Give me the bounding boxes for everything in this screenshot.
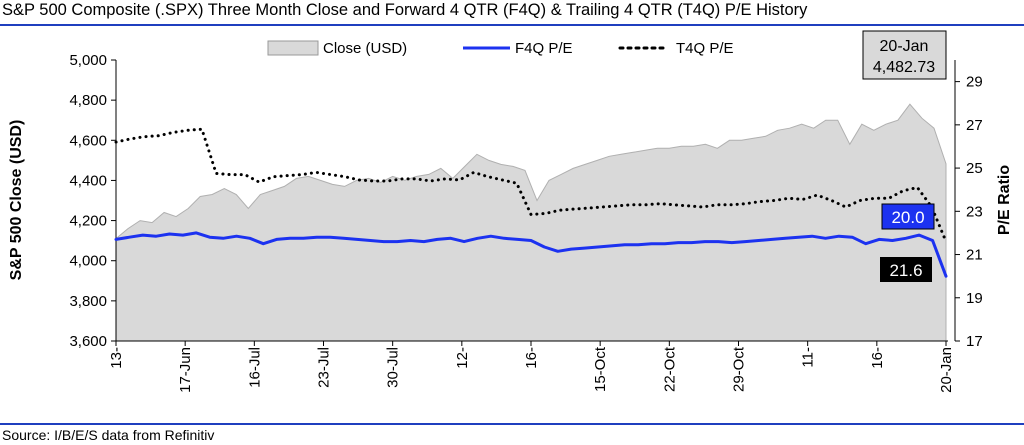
close-area (115, 103, 947, 342)
y-tick-label: 5,000 (69, 52, 107, 69)
chart-title: S&P 500 Composite (.SPX) Three Month Clo… (2, 1, 808, 19)
y2-axis-label: P/E Ratio (996, 165, 1013, 235)
legend-close-swatch (267, 40, 319, 56)
x-tick-label: 13- (108, 347, 125, 369)
source-rule (0, 423, 1024, 425)
y-tick-label: 3,800 (69, 293, 107, 310)
annotation-value: 4,482.73 (873, 59, 935, 76)
y-tick-label: 4,400 (69, 172, 107, 189)
x-tick-label: 15-Oct (592, 346, 609, 392)
annotation-date: 20-Jan (880, 38, 929, 55)
x-tick-label: 12- (454, 347, 471, 369)
y-tick-label: 4,000 (69, 253, 107, 270)
lines-layer (114, 127, 948, 278)
labels-layer: 3,600 3,800 4,000 4,200 4,400 4,600 4,800 5,000… (69, 52, 982, 393)
f4q-end-label-text: 20.0 (891, 208, 924, 227)
annotation-box (862, 30, 947, 80)
t4q-line (114, 127, 948, 244)
t4q-end-label: 21.6 (880, 257, 932, 282)
t4q-end-label-text: 21.6 (889, 261, 922, 280)
x-tick-label: 20-Jan (938, 347, 955, 393)
source-note: Source: I/B/E/S data from Refinitiv (2, 427, 215, 443)
axes-layer (111, 59, 960, 346)
y2-tick-label: 17 (966, 333, 983, 350)
f4q-end-label: 20.0 (881, 203, 935, 230)
x-tick-label: 16- (523, 347, 540, 369)
legend-f4q-label: F4Q P/E (515, 40, 573, 57)
last-close-annotation: 20-Jan 4,482.73 (862, 30, 947, 80)
x-tick-label: 11- (800, 347, 817, 368)
legend-t4q-label: T4Q P/E (676, 40, 734, 57)
x-tick-label: 16- (869, 347, 886, 369)
x-tick-label: 23-Jul (316, 347, 333, 388)
f4q-line (114, 231, 948, 278)
x-tick-label: 30-Jul (385, 347, 402, 388)
t4q-end-label-box (880, 257, 932, 282)
y2-tick-label: 23 (966, 203, 983, 220)
f4q-end-label-box (881, 203, 935, 230)
y-tick-label: 4,200 (69, 213, 107, 230)
y2-tick-label: 19 (966, 290, 983, 307)
y-axis-label: S&P 500 Close (USD) (8, 120, 25, 281)
y-tick-label: 3,600 (69, 333, 107, 350)
close-area-layer (115, 103, 947, 342)
x-tick-label: 29-Oct (731, 346, 748, 392)
x-tick-label: 22-Oct (661, 346, 678, 392)
x-tick-label: 16-Jul (246, 347, 263, 388)
legend: Close (USD) F4Q P/E T4Q P/E (267, 40, 734, 57)
y-tick-label: 4,800 (69, 92, 107, 109)
y-tick-label: 4,600 (69, 132, 107, 149)
y2-tick-label: 27 (966, 117, 983, 134)
y2-tick-label: 25 (966, 160, 983, 177)
y2-tick-label: 29 (966, 74, 983, 91)
legend-close-label: Close (USD) (323, 40, 407, 57)
x-tick-label: 17-Jun (177, 347, 194, 393)
y2-tick-label: 21 (966, 247, 983, 264)
title-rule (0, 24, 1024, 26)
